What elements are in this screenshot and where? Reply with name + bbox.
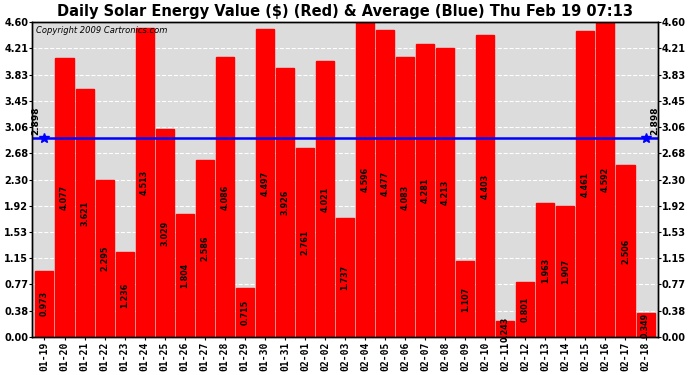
Text: 1.737: 1.737 xyxy=(340,265,350,290)
Text: 1.963: 1.963 xyxy=(541,257,550,282)
Bar xyxy=(456,261,474,337)
Text: 4.596: 4.596 xyxy=(361,167,370,192)
Bar xyxy=(576,31,594,337)
Bar xyxy=(496,321,514,337)
Bar xyxy=(96,180,114,337)
Text: 2.898: 2.898 xyxy=(31,106,40,135)
Bar xyxy=(476,35,494,337)
Bar xyxy=(216,57,234,337)
Bar xyxy=(596,22,615,337)
Bar xyxy=(316,62,334,337)
Text: 2.761: 2.761 xyxy=(300,230,309,255)
Text: 4.497: 4.497 xyxy=(260,171,269,196)
Text: 2.898: 2.898 xyxy=(650,106,659,135)
Text: 4.513: 4.513 xyxy=(140,170,149,195)
Bar xyxy=(336,218,354,337)
Text: 2.586: 2.586 xyxy=(200,236,209,261)
Text: 4.461: 4.461 xyxy=(581,172,590,197)
Text: 0.715: 0.715 xyxy=(240,300,249,326)
Text: 3.926: 3.926 xyxy=(280,190,289,215)
Title: Daily Solar Energy Value ($) (Red) & Average (Blue) Thu Feb 19 07:13: Daily Solar Energy Value ($) (Red) & Ave… xyxy=(57,4,633,19)
Bar xyxy=(516,282,534,337)
Bar xyxy=(416,44,434,337)
Text: 4.213: 4.213 xyxy=(441,180,450,206)
Bar xyxy=(276,68,294,337)
Bar xyxy=(536,202,554,337)
Text: 4.086: 4.086 xyxy=(220,184,229,210)
Bar xyxy=(75,89,94,337)
Text: 2.295: 2.295 xyxy=(100,246,109,271)
Text: 3.621: 3.621 xyxy=(80,201,89,226)
Text: 4.477: 4.477 xyxy=(381,171,390,196)
Bar xyxy=(236,288,254,337)
Text: Copyright 2009 Cartronics.com: Copyright 2009 Cartronics.com xyxy=(36,27,167,36)
Text: 0.349: 0.349 xyxy=(641,313,650,338)
Bar xyxy=(196,160,214,337)
Text: 4.281: 4.281 xyxy=(421,178,430,203)
Bar xyxy=(35,270,54,337)
Bar xyxy=(556,207,574,337)
Bar xyxy=(136,28,154,337)
Text: 1.907: 1.907 xyxy=(561,260,570,285)
Text: 0.801: 0.801 xyxy=(521,297,530,322)
Text: 1.804: 1.804 xyxy=(180,263,189,288)
Bar xyxy=(636,314,655,337)
Text: 4.021: 4.021 xyxy=(320,187,329,212)
Text: 0.243: 0.243 xyxy=(501,316,510,342)
Bar xyxy=(156,129,174,337)
Bar xyxy=(55,58,74,337)
Bar xyxy=(176,213,194,337)
Bar xyxy=(376,30,394,337)
Bar xyxy=(256,29,274,337)
Text: 4.077: 4.077 xyxy=(60,185,69,210)
Text: 1.236: 1.236 xyxy=(120,282,129,308)
Bar xyxy=(436,48,454,337)
Bar xyxy=(396,57,414,337)
Bar xyxy=(116,252,134,337)
Bar xyxy=(296,148,314,337)
Text: 1.107: 1.107 xyxy=(461,287,470,312)
Text: 2.506: 2.506 xyxy=(621,239,630,264)
Text: 0.973: 0.973 xyxy=(40,291,49,316)
Text: 4.083: 4.083 xyxy=(401,184,410,210)
Text: 4.592: 4.592 xyxy=(601,167,610,192)
Bar xyxy=(356,22,374,337)
Text: 4.403: 4.403 xyxy=(481,174,490,199)
Text: 3.029: 3.029 xyxy=(160,221,169,246)
Bar xyxy=(616,165,635,337)
